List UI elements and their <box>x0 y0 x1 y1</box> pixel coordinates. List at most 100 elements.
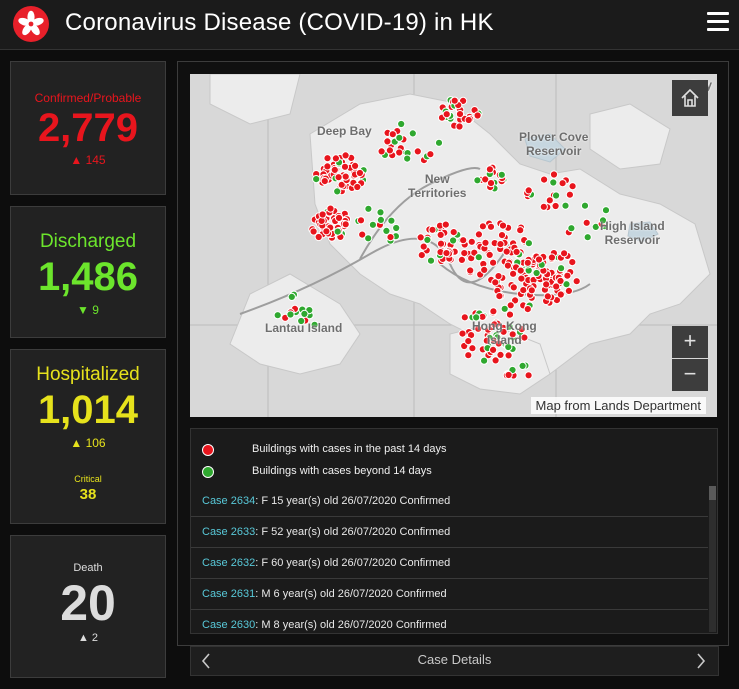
case-marker[interactable] <box>549 178 558 187</box>
case-marker[interactable] <box>376 215 385 224</box>
case-marker[interactable] <box>300 309 309 318</box>
case-row[interactable]: Case 2632: F 60 year(s) old 26/07/2020 C… <box>191 548 708 579</box>
case-marker[interactable] <box>419 242 428 251</box>
case-marker[interactable] <box>491 278 500 287</box>
case-marker[interactable] <box>376 208 385 217</box>
case-marker[interactable] <box>503 261 512 270</box>
case-marker[interactable] <box>556 276 565 285</box>
case-marker[interactable] <box>468 344 477 353</box>
case-marker[interactable] <box>459 236 468 245</box>
case-marker[interactable] <box>552 191 561 200</box>
case-marker[interactable] <box>486 179 496 188</box>
case-marker[interactable] <box>506 301 515 310</box>
case-marker[interactable] <box>450 96 459 105</box>
case-marker[interactable] <box>351 161 360 171</box>
case-marker[interactable] <box>504 370 513 380</box>
case-marker[interactable] <box>385 146 394 155</box>
case-marker[interactable] <box>436 239 446 248</box>
chevron-right-icon[interactable] <box>696 653 706 674</box>
case-marker[interactable] <box>358 230 367 239</box>
case-marker[interactable] <box>356 216 366 225</box>
case-marker[interactable] <box>556 290 565 299</box>
case-marker[interactable] <box>557 264 566 273</box>
case-marker[interactable] <box>505 322 514 331</box>
case-marker[interactable] <box>567 224 576 233</box>
case-marker[interactable] <box>312 175 321 184</box>
case-list-scrollbar[interactable] <box>709 486 716 632</box>
case-marker[interactable] <box>500 304 509 313</box>
case-marker[interactable] <box>505 310 515 319</box>
zoom-in-button[interactable]: + <box>672 326 708 358</box>
case-marker[interactable] <box>310 320 319 329</box>
case-marker[interactable] <box>341 151 350 160</box>
case-marker[interactable] <box>320 177 329 186</box>
case-marker[interactable] <box>534 255 544 264</box>
case-marker[interactable] <box>449 236 458 245</box>
case-row[interactable]: Case 2631: M 6 year(s) old 26/07/2020 Co… <box>191 579 708 610</box>
case-markers[interactable] <box>273 96 611 380</box>
case-marker[interactable] <box>497 170 506 179</box>
case-marker[interactable] <box>287 292 296 301</box>
case-marker[interactable] <box>508 330 517 339</box>
case-marker[interactable] <box>387 216 396 225</box>
case-marker[interactable] <box>395 148 404 157</box>
zoom-out-button[interactable]: − <box>672 359 708 391</box>
case-marker[interactable] <box>353 182 362 192</box>
case-marker[interactable] <box>426 256 436 265</box>
case-marker[interactable] <box>489 307 498 316</box>
case-marker[interactable] <box>460 313 469 322</box>
case-marker[interactable] <box>545 196 554 205</box>
case-marker[interactable] <box>478 222 487 231</box>
case-marker[interactable] <box>549 170 559 179</box>
case-marker[interactable] <box>572 277 581 286</box>
case-marker[interactable] <box>442 249 451 258</box>
case-marker[interactable] <box>436 230 445 239</box>
case-marker[interactable] <box>460 249 469 258</box>
case-marker[interactable] <box>509 269 518 278</box>
case-marker[interactable] <box>517 325 526 334</box>
case-marker[interactable] <box>323 162 332 171</box>
case-marker[interactable] <box>364 234 373 243</box>
case-marker[interactable] <box>480 356 489 365</box>
case-marker[interactable] <box>340 162 350 171</box>
case-marker[interactable] <box>441 220 450 229</box>
case-marker[interactable] <box>318 210 327 219</box>
case-marker[interactable] <box>423 235 432 244</box>
case-marker[interactable] <box>428 225 437 234</box>
home-icon[interactable] <box>672 80 708 116</box>
case-marker[interactable] <box>540 175 549 184</box>
case-marker[interactable] <box>486 222 496 231</box>
case-marker[interactable] <box>473 111 482 120</box>
case-marker[interactable] <box>341 220 350 229</box>
case-marker[interactable] <box>395 133 404 142</box>
case-marker[interactable] <box>474 324 483 333</box>
case-marker[interactable] <box>517 274 526 283</box>
case-marker[interactable] <box>520 333 529 342</box>
case-marker[interactable] <box>502 247 511 256</box>
case-marker[interactable] <box>273 311 282 320</box>
case-marker[interactable] <box>397 119 406 129</box>
case-marker[interactable] <box>383 137 392 146</box>
case-row[interactable]: Case 2634: F 15 year(s) old 26/07/2020 C… <box>191 486 708 517</box>
case-marker[interactable] <box>481 175 490 184</box>
case-marker[interactable] <box>485 250 494 259</box>
case-marker[interactable] <box>334 213 344 222</box>
case-marker[interactable] <box>499 327 508 336</box>
case-marker[interactable] <box>551 201 560 211</box>
case-marker[interactable] <box>582 218 591 227</box>
case-marker[interactable] <box>386 233 395 242</box>
case-marker[interactable] <box>527 286 536 295</box>
case-marker[interactable] <box>524 371 533 380</box>
case-marker[interactable] <box>472 313 481 322</box>
case-marker[interactable] <box>523 305 532 314</box>
case-marker[interactable] <box>490 320 499 329</box>
case-marker[interactable] <box>416 233 425 242</box>
case-marker[interactable] <box>309 227 318 236</box>
case-marker[interactable] <box>583 233 592 242</box>
case-marker[interactable] <box>494 272 503 281</box>
case-marker[interactable] <box>480 265 489 274</box>
case-marker[interactable] <box>474 230 483 239</box>
case-marker[interactable] <box>413 147 422 156</box>
case-marker[interactable] <box>388 130 397 139</box>
case-marker[interactable] <box>519 286 528 295</box>
